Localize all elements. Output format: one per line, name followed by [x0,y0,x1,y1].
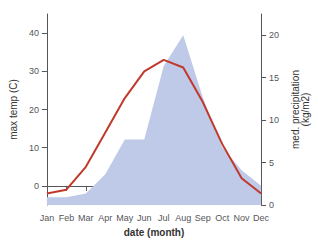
svg-text:max temp (C): max temp (C) [8,79,19,140]
svg-text:Jun: Jun [137,213,152,223]
svg-text:10: 10 [29,143,39,153]
svg-text:Jul: Jul [158,213,170,223]
svg-text:Dec: Dec [253,213,270,223]
svg-text:Sep: Sep [195,213,211,223]
svg-text:Feb: Feb [59,213,75,223]
svg-text:Mar: Mar [78,213,94,223]
svg-text:May: May [116,213,134,223]
svg-text:Oct: Oct [215,213,230,223]
svg-text:Aug: Aug [175,213,191,223]
svg-text:date (month): date (month) [124,227,185,238]
svg-text:40: 40 [29,28,39,38]
svg-text:Nov: Nov [234,213,251,223]
svg-text:15: 15 [269,73,279,83]
svg-text:20: 20 [29,105,39,115]
svg-text:0: 0 [34,181,39,191]
svg-text:30: 30 [29,66,39,76]
svg-text:0: 0 [269,200,274,210]
svg-text:20: 20 [269,30,279,40]
svg-text:Apr: Apr [98,213,112,223]
svg-text:(kg/m2): (kg/m2) [300,93,311,127]
svg-text:med. precipitation: med. precipitation [289,70,301,149]
svg-text:Jan: Jan [40,213,55,223]
svg-text:5: 5 [269,158,274,168]
svg-text:10: 10 [269,115,279,125]
